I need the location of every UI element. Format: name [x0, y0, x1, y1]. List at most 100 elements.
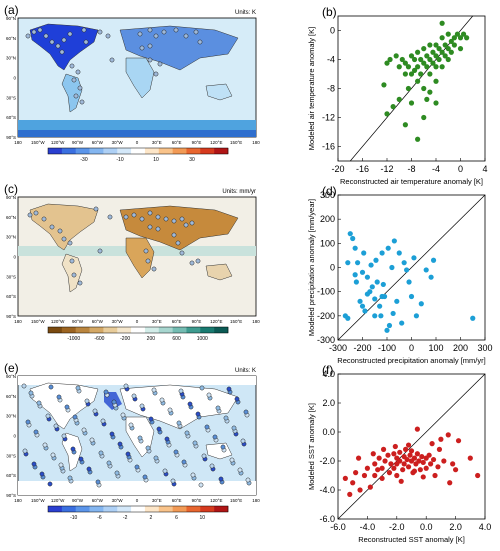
data-point: [368, 262, 374, 268]
proxy-site-marker: [25, 33, 31, 39]
colorbar-swatch: [214, 327, 229, 333]
data-point: [342, 475, 348, 481]
data-point: [423, 267, 429, 273]
colorbar-tick-label: -10: [116, 157, 123, 163]
lon-tick-label: 90°W: [72, 140, 84, 145]
proxy-site-marker: [143, 248, 149, 254]
proxy-site-marker: [147, 57, 153, 63]
colorbar-swatch: [214, 506, 229, 512]
southern-ocean-band: [18, 120, 256, 130]
y-axis-label: Modeled precipitation anomaly [mm/year]: [307, 199, 316, 336]
lat-tick-label: 0: [13, 434, 16, 439]
colorbar-swatch: [144, 148, 160, 154]
panel-label-f: (f): [322, 363, 333, 377]
south-america-land: [61, 73, 83, 113]
data-point: [439, 20, 445, 26]
lon-tick-label: 180: [252, 319, 260, 324]
proxy-site-marker: [33, 210, 39, 216]
proxy-site-marker: [190, 472, 196, 478]
lat-tick-label: 30°S: [6, 274, 16, 279]
proxy-site-marker: [197, 39, 203, 45]
lon-tick-label: 120°W: [51, 319, 65, 324]
proxy-site-marker: [67, 240, 73, 246]
colorbar-swatch: [103, 148, 118, 154]
data-point: [439, 49, 445, 55]
y-tick-label: 2.0: [322, 398, 335, 408]
x-tick-label: 0: [409, 343, 414, 353]
proxy-site-marker: [72, 414, 78, 420]
data-point: [355, 260, 361, 266]
colorbar-swatch: [131, 327, 146, 333]
colorbar-swatch: [89, 148, 104, 154]
data-point: [390, 104, 396, 110]
data-point: [350, 235, 356, 242]
scatter-plot-b: -20 -16 -12 -8 -4 0 4 0 -4 -8 -12 -16 Reconstructed …: [307, 15, 488, 186]
colorbar-tick-label: 30: [189, 157, 195, 163]
proxy-site-marker: [61, 433, 67, 439]
proxy-site-marker: [145, 258, 151, 264]
data-point: [457, 35, 464, 41]
data-point: [359, 303, 366, 309]
data-point: [372, 461, 378, 467]
data-point: [455, 438, 462, 444]
colorbar-swatch: [61, 506, 76, 512]
data-point: [388, 461, 394, 467]
data-point: [391, 238, 397, 244]
lon-tick-label: 60°W: [92, 498, 104, 503]
x-tick-label: -4: [432, 164, 440, 174]
y-tick-label: -4.0: [319, 485, 335, 495]
proxy-site-marker: [206, 392, 212, 398]
proxy-site-marker: [70, 446, 76, 452]
lon-tick-label: 30°W: [112, 140, 124, 145]
data-point: [389, 264, 395, 271]
proxy-site-marker: [223, 415, 229, 421]
data-point: [413, 313, 419, 319]
lon-tick-label: 150°E: [230, 319, 242, 324]
proxy-site-marker: [179, 216, 185, 222]
proxy-site-marker: [28, 390, 34, 396]
data-point: [445, 46, 451, 52]
proxy-site-marker: [151, 387, 157, 393]
data-point: [453, 467, 459, 473]
proxy-site-marker: [134, 464, 140, 470]
data-point: [386, 322, 393, 329]
lon-tick-label: 120°E: [210, 319, 222, 324]
y-tick-label: 0: [330, 263, 335, 273]
data-point: [405, 442, 412, 448]
data-point: [394, 472, 400, 479]
proxy-site-marker: [155, 214, 161, 220]
data-point: [433, 64, 439, 70]
colorbar-swatch: [172, 327, 187, 333]
proxy-site-marker: [198, 482, 204, 488]
data-point: [415, 64, 421, 70]
data-point: [345, 260, 351, 266]
lat-tick-label: 90°S: [6, 493, 16, 498]
data-point: [380, 446, 387, 452]
data-point: [418, 71, 424, 77]
x-tick-label: 300: [477, 343, 492, 353]
data-point: [385, 452, 391, 458]
colorbar-swatch: [144, 327, 160, 333]
proxy-site-marker: [229, 457, 235, 463]
y-tick-label: 300: [320, 190, 335, 200]
proxy-site-marker: [139, 216, 145, 222]
data-point: [386, 470, 393, 476]
lon-tick-label: 60°E: [172, 140, 182, 145]
lon-tick-label: 150°E: [230, 140, 242, 145]
lon-labels-e: 180 150°W 120°W 90°W 60°W 30°W 0 30°E 60°E 90°E 12…: [14, 498, 260, 503]
colorbar-swatch: [48, 506, 63, 512]
lat-tick-label: 60°S: [6, 115, 16, 120]
proxy-site-marker: [67, 475, 73, 481]
data-point: [408, 53, 415, 59]
data-point: [408, 293, 415, 300]
proxy-site-marker: [192, 440, 198, 446]
panel-label-e: (e): [4, 361, 19, 375]
data-point: [396, 64, 402, 70]
proxy-site-marker: [106, 460, 112, 466]
data-point: [355, 455, 362, 461]
proxy-site-marker: [237, 467, 243, 473]
proxy-site-marker: [183, 33, 189, 39]
proxy-site-marker: [47, 481, 53, 487]
lat-tick-label: 60°S: [6, 294, 16, 299]
data-point: [411, 255, 417, 261]
